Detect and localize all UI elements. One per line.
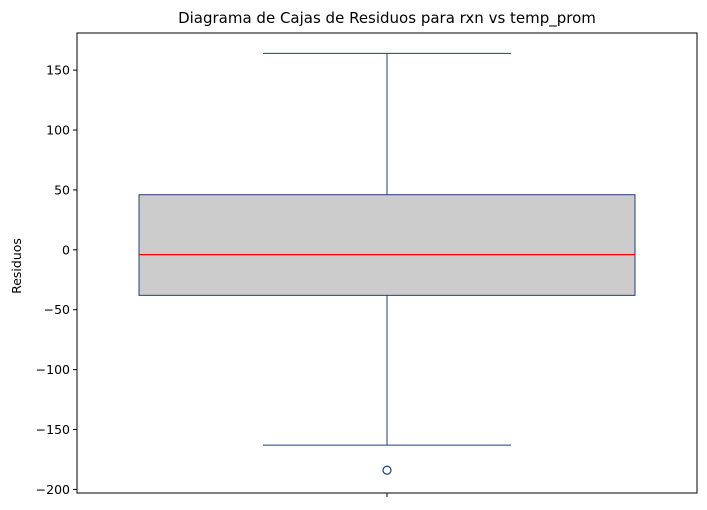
y-tick-label: −200: [36, 482, 70, 497]
y-tick-label: 150: [46, 63, 70, 78]
outlier-point: [382, 465, 392, 475]
y-tick-label: −150: [36, 422, 70, 437]
y-tick-label: 100: [46, 123, 70, 138]
y-tick-label: −50: [44, 302, 70, 317]
iqr-box: [138, 194, 636, 296]
y-tick-label: 50: [54, 182, 70, 197]
y-axis-label: Residuos: [9, 238, 24, 294]
y-tick-label: −100: [36, 362, 70, 377]
y-axis: 150 100 50 0 −50 −100 −150 −200: [36, 63, 77, 497]
plot-area: [76, 32, 698, 494]
chart-title: Diagrama de Cajas de Residuos para rxn v…: [178, 9, 596, 28]
y-tick-label: 0: [62, 242, 70, 257]
